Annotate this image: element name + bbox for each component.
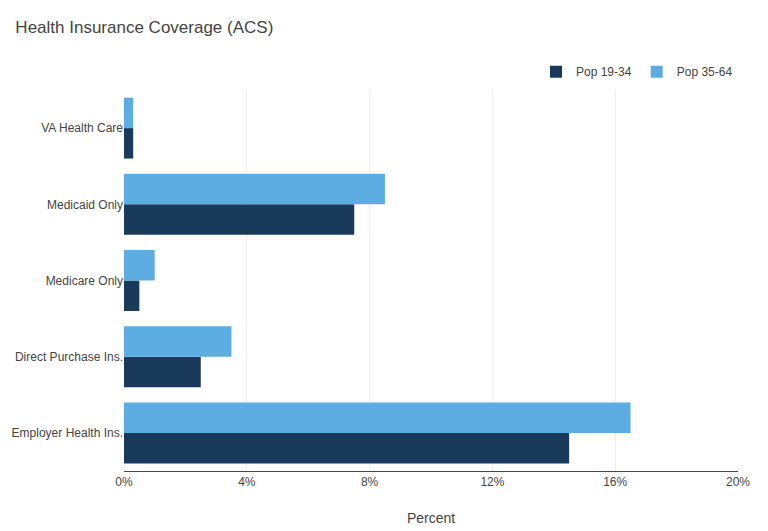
svg-text:16%: 16% [603,475,627,489]
svg-text:Percent: Percent [407,510,455,526]
svg-text:4%: 4% [238,475,256,489]
svg-text:Medicare Only: Medicare Only [46,274,123,288]
svg-text:Pop 19-34: Pop 19-34 [576,65,632,79]
svg-text:Employer Health Ins.: Employer Health Ins. [12,426,123,440]
svg-text:0%: 0% [115,475,133,489]
svg-text:20%: 20% [726,475,750,489]
svg-text:Medicaid Only: Medicaid Only [47,198,123,212]
svg-text:Direct Purchase Ins.: Direct Purchase Ins. [15,350,123,364]
svg-text:Health Insurance Coverage (ACS: Health Insurance Coverage (ACS) [15,18,273,37]
svg-text:Pop 35-64: Pop 35-64 [677,65,733,79]
svg-text:VA Health Care: VA Health Care [41,121,123,135]
svg-text:8%: 8% [361,475,379,489]
svg-text:12%: 12% [480,475,504,489]
